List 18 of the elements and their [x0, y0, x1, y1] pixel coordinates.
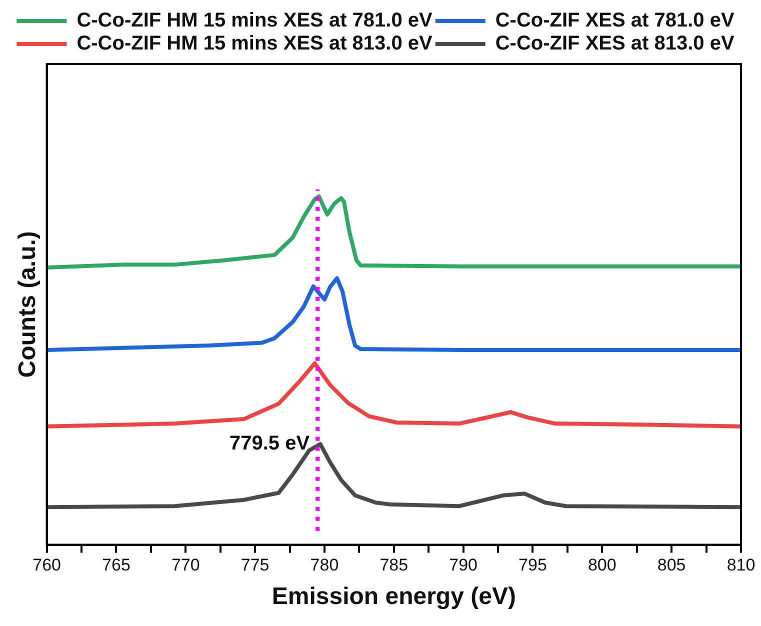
- x-tick-label: 785: [380, 556, 408, 575]
- x-tick-label: 765: [102, 556, 130, 575]
- y-axis-title: Counts (a.u.): [14, 231, 42, 378]
- ref-line-label: 779.5 eV: [229, 432, 310, 454]
- legend-label: C-Co-ZIF XES at 813.0 eV: [495, 32, 735, 55]
- x-tick-label: 770: [171, 556, 200, 575]
- x-tick-label: 795: [518, 556, 547, 575]
- legend-label: C-Co-ZIF HM 15 mins XES at 813.0 eV: [76, 32, 434, 55]
- x-tick-label: 780: [310, 556, 339, 575]
- legend-label: C-Co-ZIF XES at 781.0 eV: [495, 10, 735, 32]
- x-tick-label: 800: [588, 556, 616, 575]
- x-tick-label: 805: [657, 556, 686, 575]
- x-tick-label: 760: [32, 556, 61, 575]
- x-tick-label: 790: [449, 556, 478, 575]
- x-axis-title: Emission energy (eV): [272, 583, 516, 610]
- x-tick-label: 810: [726, 556, 756, 575]
- x-tick-label: 775: [240, 556, 270, 575]
- legend-label: C-Co-ZIF HM 15 mins XES at 781.0 eV: [76, 10, 434, 32]
